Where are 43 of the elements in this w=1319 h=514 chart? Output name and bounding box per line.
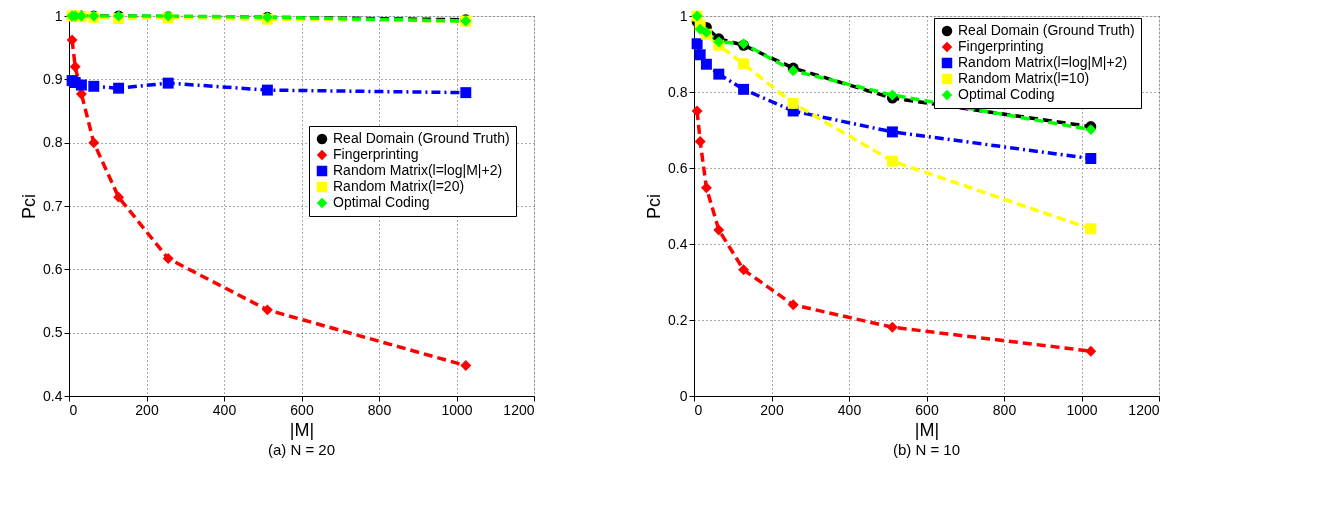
y-tick-label: 1	[679, 7, 688, 24]
y-tick-label: 0.8	[668, 83, 688, 100]
y-tick-label: 0.2	[668, 311, 688, 328]
x-tick-label: 1000	[441, 401, 473, 418]
legend-label: Real Domain (Ground Truth)	[333, 130, 510, 146]
y-tick-label: 0.8	[43, 134, 63, 151]
legend-label: Fingerprinting	[958, 38, 1044, 54]
x-tick-label: 0	[694, 401, 703, 418]
legend-label: Fingerprinting	[333, 146, 419, 162]
text: (b) N = 10	[892, 441, 961, 458]
x-tick-label: 800	[992, 401, 1017, 418]
y-axis-title: Pci	[644, 193, 665, 220]
y-tick-label: 0.9	[43, 70, 63, 87]
x-tick-label: 600	[290, 401, 314, 418]
legend-label: Optimal Coding	[333, 194, 430, 210]
x-tick-label: 200	[135, 401, 159, 418]
y-tick-label: 0.7	[43, 197, 63, 214]
y-tick-label: 1	[54, 7, 63, 24]
x-tick-label: 800	[367, 401, 392, 418]
text: (a) N = 20	[267, 441, 336, 458]
y-axis-title: Pci	[19, 193, 40, 220]
x-tick-label: 200	[760, 401, 784, 418]
y-tick-label: 0.4	[43, 387, 63, 404]
x-tick-label: 1200	[1128, 401, 1160, 418]
legend-label: Random Matrix(l=10)	[958, 70, 1090, 86]
x-tick-label: 0	[69, 401, 78, 418]
y-tick-label: 0.5	[43, 324, 63, 341]
legend-label: Real Domain (Ground Truth)	[958, 22, 1135, 38]
legend-label: Random Matrix(l=log|M|+2)	[333, 162, 503, 178]
legend-label: Random Matrix(l=20)	[333, 178, 465, 194]
x-tick-label: 600	[915, 401, 939, 418]
legend-label: Optimal Coding	[958, 86, 1055, 102]
legend-label: Random Matrix(l=log|M|+2)	[958, 54, 1128, 70]
y-tick-label: 0	[679, 387, 688, 404]
x-tick-label: 400	[837, 401, 862, 418]
x-axis-title: |M|	[289, 419, 315, 440]
y-tick-label: 0.4	[668, 235, 688, 252]
x-tick-label: 400	[212, 401, 237, 418]
x-tick-label: 1000	[1066, 401, 1098, 418]
x-axis-title: |M|	[914, 419, 940, 440]
y-tick-label: 0.6	[668, 159, 688, 176]
x-tick-label: 1200	[503, 401, 535, 418]
y-tick-label: 0.6	[43, 260, 63, 277]
